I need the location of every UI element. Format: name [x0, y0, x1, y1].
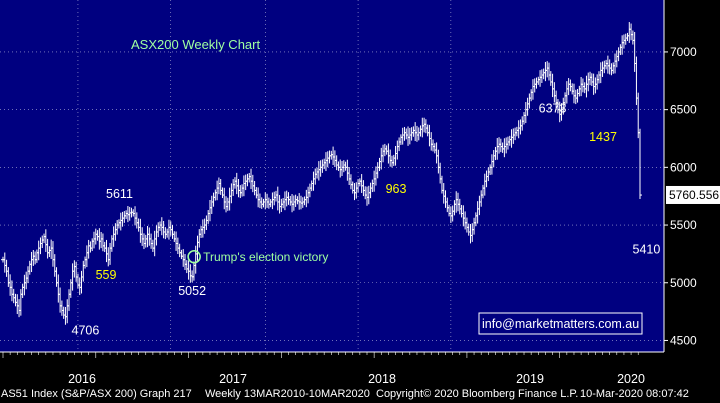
y-tick-label: 6500 — [670, 103, 697, 117]
level-label: 5052 — [178, 284, 206, 298]
x-axis: 2016 2017 2018 2019 2020 — [0, 351, 664, 386]
y-axis: 4500 5000 5500 6000 6500 7000 5760.556 — [663, 0, 720, 352]
plot-background — [0, 0, 664, 352]
level-label: 4706 — [72, 324, 100, 338]
level-label: 5410 — [633, 242, 661, 256]
x-tick-label: 2017 — [219, 372, 247, 386]
y-tick-label: 5500 — [670, 218, 697, 232]
footer-security: AS51 Index (S&P/ASX 200) Graph 217 — [1, 388, 192, 400]
footer-timestamp: 10-Mar-2020 08:07:42 — [580, 388, 689, 400]
grid-lines — [0, 0, 664, 352]
x-tick-label: 2020 — [617, 372, 645, 386]
x-tick-label: 2016 — [68, 372, 96, 386]
footer-copyright: Copyright© 2020 Bloomberg Finance L.P. — [376, 388, 579, 400]
contact-box — [478, 312, 643, 335]
move-size-label: 559 — [96, 268, 117, 282]
move-size-label: 963 — [386, 182, 407, 196]
last-price-label: 5760.556 — [669, 188, 719, 202]
ohlc-bar — [638, 128, 642, 199]
y-tick-label: 7000 — [670, 45, 697, 59]
level-label: 5611 — [106, 187, 133, 201]
last-price-box — [666, 185, 720, 204]
chart-title: ASX200 Weekly Chart — [131, 37, 260, 52]
move-size-label: 1437 — [589, 130, 617, 144]
y-tick-label: 6000 — [670, 160, 697, 174]
contact-email: info@marketmatters.com.au — [482, 317, 639, 331]
event-marker-circle — [187, 249, 201, 264]
y-tick-label: 5000 — [670, 276, 697, 290]
x-tick-label: 2019 — [516, 372, 544, 386]
x-tick-label: 2018 — [368, 372, 396, 386]
chart-annotations: 47065611505263735410719757605599631437Tr… — [72, 101, 661, 338]
y-tick-label: 4500 — [670, 333, 697, 347]
price-bars — [1, 22, 642, 325]
footer-range: Weekly 13MAR2010-10MAR2020 — [205, 388, 370, 400]
event-label: Trump's election victory — [203, 250, 328, 264]
level-label: 6373 — [539, 101, 567, 115]
bloomberg-footer: AS51 Index (S&P/ASX 200) Graph 217 Weekl… — [0, 386, 720, 403]
